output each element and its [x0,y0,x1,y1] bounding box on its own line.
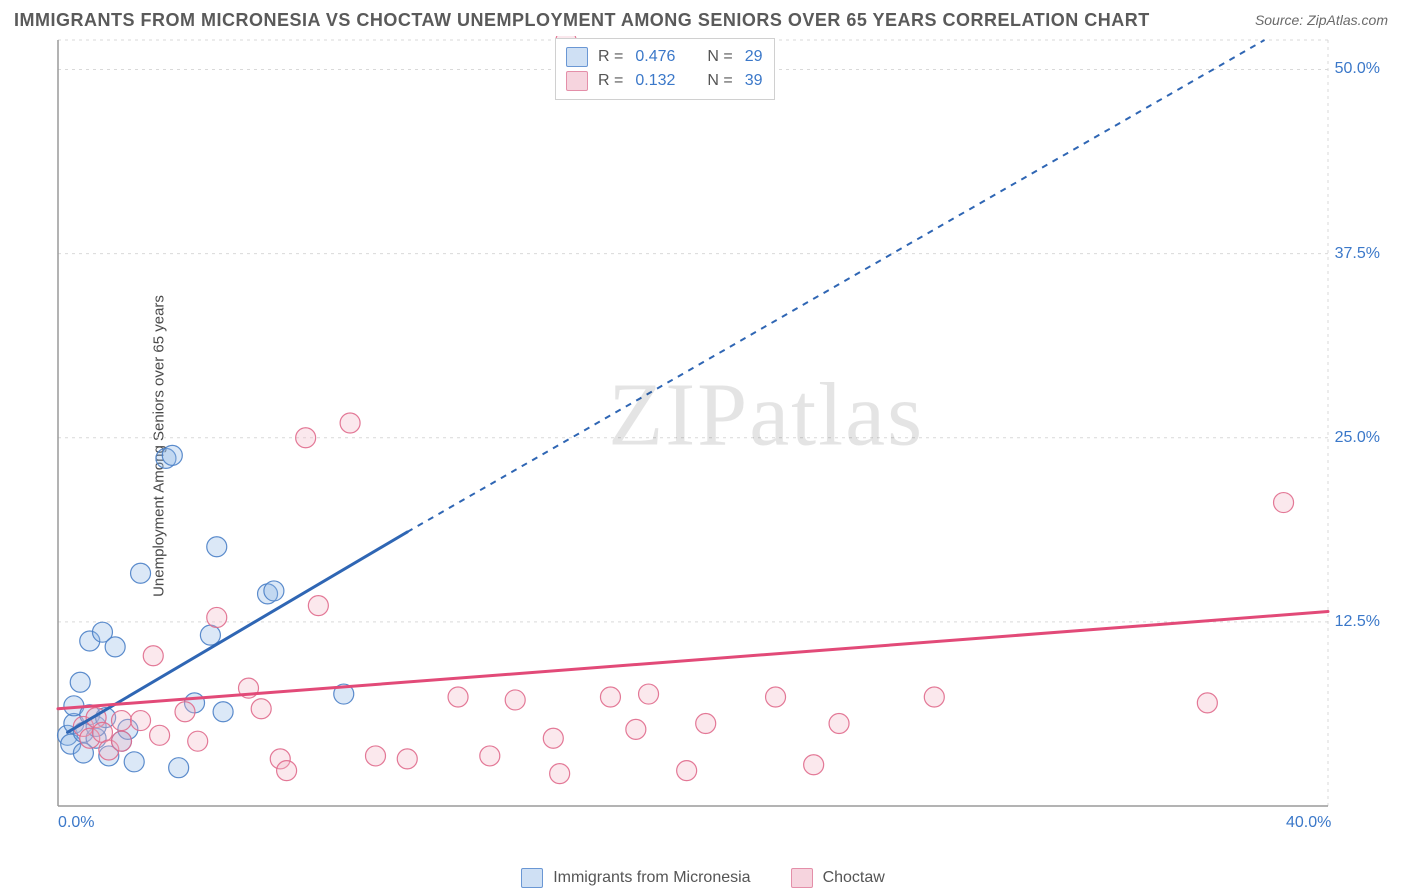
source-label: Source: [1255,12,1307,28]
y-tick-label: 12.5% [1335,613,1380,631]
source-value: ZipAtlas.com [1307,12,1388,28]
legend-swatch-pink [791,868,813,888]
n-value: 29 [745,48,763,66]
legend-row: R = 0.476 N = 29 [566,45,762,69]
chart-plot-area: 12.5% 25.0% 37.5% 50.0% 0.0% 40.0% [48,36,1388,846]
n-value: 39 [745,72,763,90]
y-tick-label: 37.5% [1335,245,1380,263]
y-tick-label: 50.0% [1335,60,1380,78]
legend-swatch-pink [566,71,588,91]
legend-swatch-blue [521,868,543,888]
r-value: 0.132 [635,72,691,90]
legend-item: Immigrants from Micronesia [521,868,750,888]
x-tick-label: 0.0% [58,814,94,832]
legend-label: Immigrants from Micronesia [553,869,750,887]
x-tick-label: 40.0% [1286,814,1331,832]
scatter-chart-svg [48,36,1388,846]
r-value: 0.476 [635,48,691,66]
legend-label: Choctaw [823,869,885,887]
legend-row: R = 0.132 N = 39 [566,69,762,93]
series-legend: Immigrants from Micronesia Choctaw [0,868,1406,888]
n-label: N = [707,72,732,90]
source-attribution: Source: ZipAtlas.com [1255,12,1388,28]
y-tick-label: 25.0% [1335,429,1380,447]
chart-title: IMMIGRANTS FROM MICRONESIA VS CHOCTAW UN… [14,10,1150,31]
r-label: R = [598,72,623,90]
correlation-legend: R = 0.476 N = 29 R = 0.132 N = 39 [555,38,775,100]
legend-item: Choctaw [791,868,885,888]
legend-swatch-blue [566,47,588,67]
r-label: R = [598,48,623,66]
n-label: N = [707,48,732,66]
